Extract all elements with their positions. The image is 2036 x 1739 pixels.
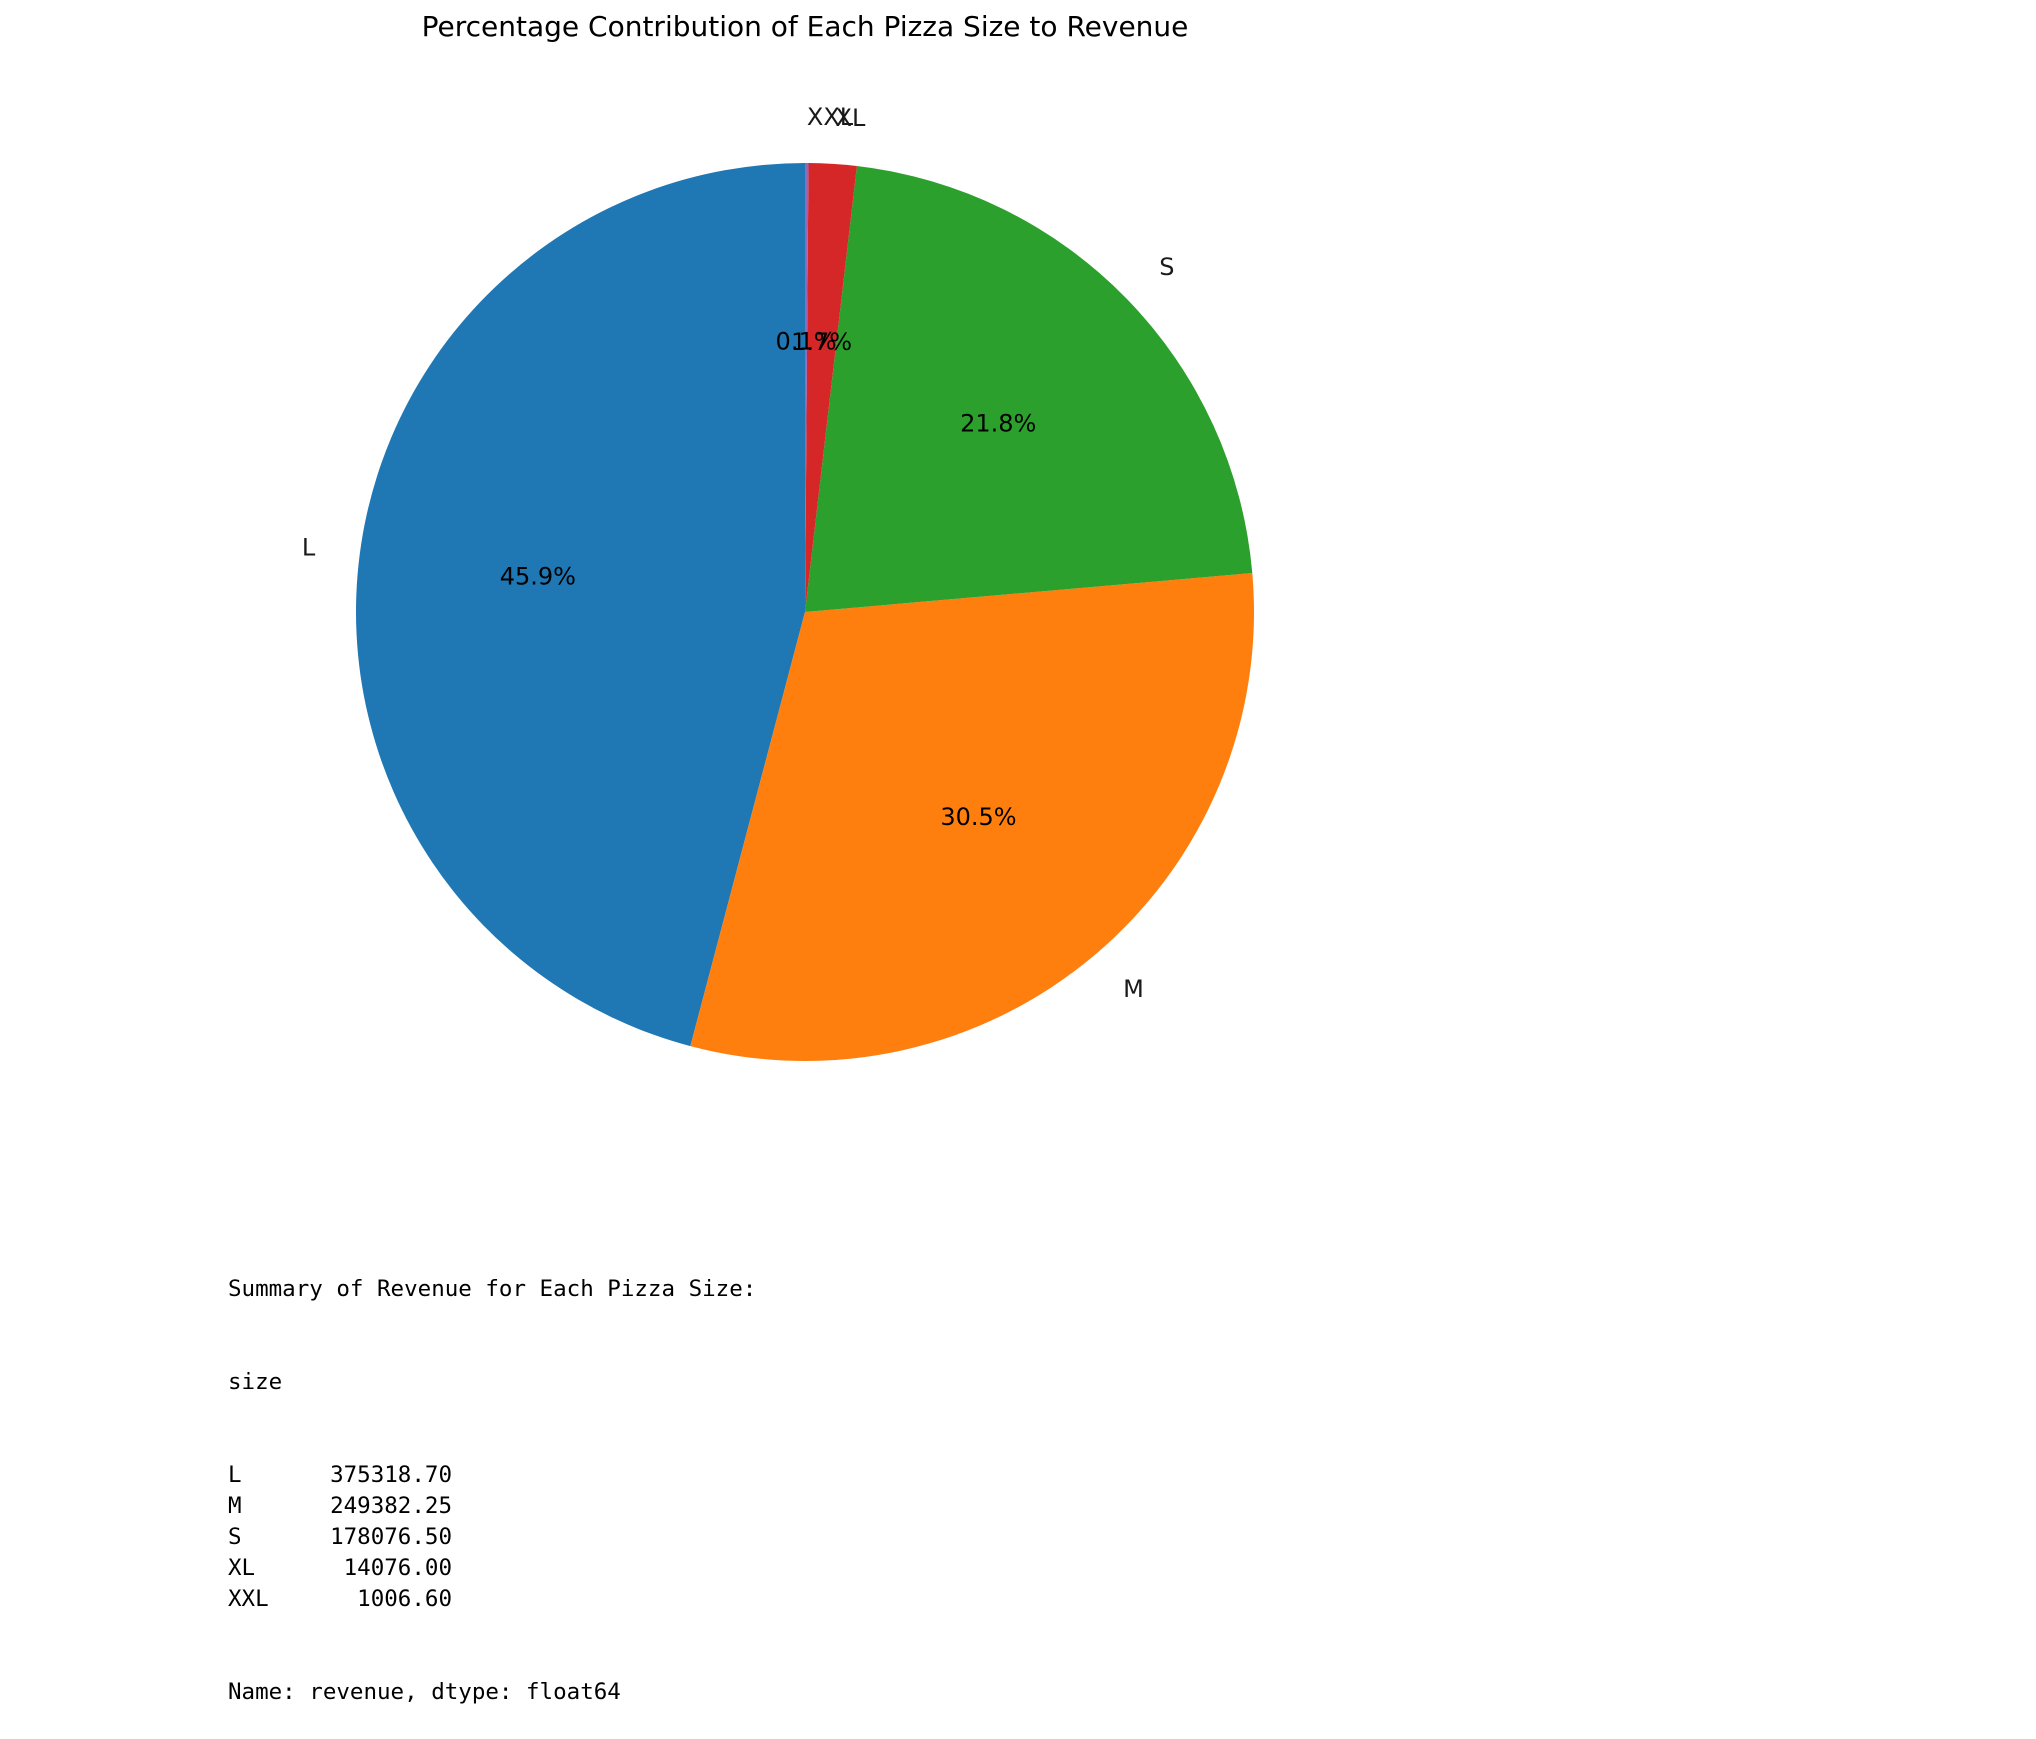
chart-title: Percentage Contribution of Each Pizza Si… xyxy=(422,10,1189,43)
summary-revenue: 178076.50 xyxy=(330,1524,452,1550)
revenue-summary-output: Summary of Revenue for Each Pizza Size: … xyxy=(228,1212,756,1739)
summary-row: XL 14076.00 xyxy=(228,1553,756,1584)
slice-label-l: L xyxy=(302,533,316,561)
summary-index-name: size xyxy=(228,1369,283,1395)
summary-size: S xyxy=(228,1524,242,1550)
summary-row: XXL 1006.60 xyxy=(228,1584,756,1615)
summary-row: S 178076.50 xyxy=(228,1522,756,1553)
pie-slice-m xyxy=(690,573,1254,1061)
slice-percent-s: 21.8% xyxy=(960,409,1036,437)
slice-percent-xl: 1.7% xyxy=(791,328,852,356)
summary-heading: Summary of Revenue for Each Pizza Size: xyxy=(228,1276,757,1302)
slice-label-xl: XL xyxy=(836,104,866,132)
summary-size: XL xyxy=(228,1555,256,1581)
summary-size: M xyxy=(228,1493,242,1519)
summary-row: L 375318.70 xyxy=(228,1460,756,1491)
summary-revenue: 1006.60 xyxy=(357,1586,452,1612)
pie-slice-xl xyxy=(805,163,857,612)
slice-percent-l: 45.9% xyxy=(500,562,576,590)
pie-slice-s xyxy=(805,166,1253,613)
pie-slices xyxy=(355,163,1254,1061)
summary-revenue: 14076.00 xyxy=(343,1555,452,1581)
summary-revenue: 375318.70 xyxy=(330,1462,452,1488)
summary-revenue: 249382.25 xyxy=(330,1493,452,1519)
pie-slice-xxl xyxy=(805,163,809,612)
pie-chart: Percentage Contribution of Each Pizza Si… xyxy=(302,10,1254,1061)
pie-slice-l xyxy=(355,163,805,1047)
slice-label-s: S xyxy=(1159,253,1174,281)
summary-row: M 249382.25 xyxy=(228,1491,756,1522)
slice-percent-xxl: 0.1% xyxy=(776,328,837,356)
summary-size: L xyxy=(228,1462,242,1488)
slice-label-xxl: XXL xyxy=(807,103,854,131)
summary-footer: Name: revenue, dtype: float64 xyxy=(228,1679,621,1705)
summary-rows: L 375318.70 M 249382.25 S 178076.50 XL 14076.00… xyxy=(228,1460,756,1615)
slice-percent-m: 30.5% xyxy=(940,803,1016,831)
slice-label-m: M xyxy=(1123,975,1144,1003)
summary-size: XXL xyxy=(228,1586,269,1612)
pie-percent-labels: 45.9% 30.5% 21.8% 1.7%0.1% xyxy=(500,328,1037,831)
